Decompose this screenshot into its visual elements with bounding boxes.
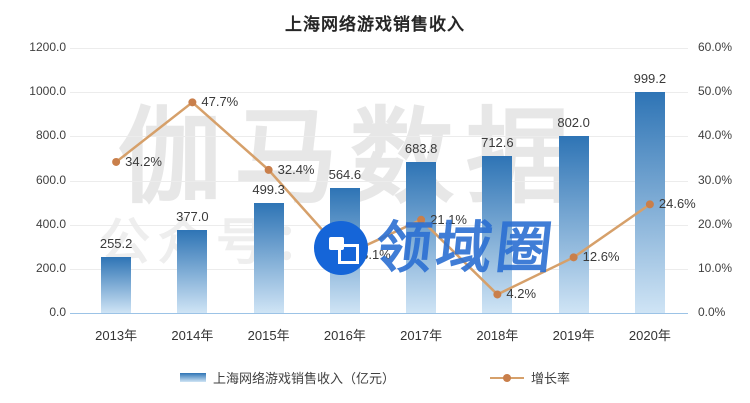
bar-value-label: 712.6 xyxy=(481,134,514,150)
line-series-swatch xyxy=(490,373,524,383)
watermark-logo: 领域圈 xyxy=(314,216,560,279)
x-axis-label-2020年: 2020年 xyxy=(628,328,671,343)
y-axis-right-tick: 50.0% xyxy=(698,84,733,99)
watermark-account-prefix: 公众号： xyxy=(100,214,332,270)
y-axis-right-tick: 40.0% xyxy=(698,128,733,143)
x-axis-label-2018年: 2018年 xyxy=(476,328,519,343)
bar-2017年 xyxy=(406,161,437,313)
x-axis-label-2014年: 2014年 xyxy=(171,328,214,343)
y-axis-left-tick: 0.0 xyxy=(49,305,66,319)
bar-2015年 xyxy=(253,202,284,313)
chart-legend: 上海网络游戏销售收入（亿元） 增长率 xyxy=(0,368,750,387)
line-marker xyxy=(493,290,502,299)
bar-2013年 xyxy=(101,256,132,313)
line-marker xyxy=(264,165,273,174)
growth-rate-label: 24.6% xyxy=(658,196,696,212)
bar-value-label: 499.3 xyxy=(252,181,285,197)
bar-value-label: 802.0 xyxy=(557,114,590,130)
window-glyph-icon xyxy=(329,237,359,264)
line-marker xyxy=(112,157,121,166)
legend-item-growth: 增长率 xyxy=(490,368,570,387)
line-marker xyxy=(569,253,578,262)
growth-rate-label: 34.2% xyxy=(125,153,162,169)
line-marker xyxy=(645,200,654,209)
y-axis-left-tick: 800.0 xyxy=(35,128,66,143)
bar-value-label: 999.2 xyxy=(633,71,667,87)
x-axis-label-2019年: 2019年 xyxy=(552,328,595,343)
y-axis-left-tick: 600.0 xyxy=(35,172,66,187)
y-axis-right-tick: 60.0% xyxy=(698,40,733,54)
y-axis-right-tick: 10.0% xyxy=(698,260,733,275)
legend-label-growth: 增长率 xyxy=(531,371,571,386)
x-axis-line xyxy=(70,313,688,314)
legend-item-revenue: 上海网络游戏销售收入（亿元） xyxy=(179,368,395,387)
gridline xyxy=(70,136,688,138)
y-axis-right-tick: 0.0% xyxy=(698,305,726,319)
gridline xyxy=(70,224,688,226)
watermark-logo-icon xyxy=(314,221,368,275)
x-axis-label-2016年: 2016年 xyxy=(323,328,366,343)
growth-rate-label: 12.6% xyxy=(582,249,620,265)
gridline xyxy=(70,48,688,49)
bar-value-label: 564.6 xyxy=(328,167,362,183)
legend-label-revenue: 上海网络游戏销售收入（亿元） xyxy=(212,371,395,386)
bar-value-label: 255.2 xyxy=(99,235,133,251)
growth-rate-label: 4.2% xyxy=(506,286,537,302)
line-marker xyxy=(417,215,426,224)
y-axis-left-tick: 1200.0 xyxy=(29,40,66,54)
gridline xyxy=(70,180,688,182)
bar-value-label: 377.0 xyxy=(176,208,209,224)
y-axis-right-tick: 20.0% xyxy=(698,216,733,231)
bar-2019年 xyxy=(558,135,589,313)
x-axis-label-2015年: 2015年 xyxy=(247,328,290,343)
line-marker xyxy=(188,98,197,107)
y-axis-left-tick: 400.0 xyxy=(35,216,66,231)
x-axis-label-2017年: 2017年 xyxy=(400,328,443,343)
growth-rate-label: 32.4% xyxy=(277,161,315,177)
y-axis-right-tick: 30.0% xyxy=(698,172,733,187)
gridline xyxy=(70,92,688,94)
bar-2018年 xyxy=(482,155,513,313)
growth-rate-label: 47.7% xyxy=(201,94,239,110)
watermark-logo-text: 领域圈 xyxy=(372,216,560,279)
gridline xyxy=(70,268,688,270)
y-axis-left-tick: 1000.0 xyxy=(29,84,66,99)
chart-title: 上海网络游戏销售收入 xyxy=(285,15,465,34)
y-axis-left-tick: 200.0 xyxy=(35,260,66,275)
x-axis-label-2013年: 2013年 xyxy=(95,328,138,343)
bar-value-label: 683.8 xyxy=(404,140,438,156)
bar-series-swatch xyxy=(179,373,206,382)
bar-2014年 xyxy=(177,229,208,313)
growth-rate-label: 21.1% xyxy=(430,211,467,227)
